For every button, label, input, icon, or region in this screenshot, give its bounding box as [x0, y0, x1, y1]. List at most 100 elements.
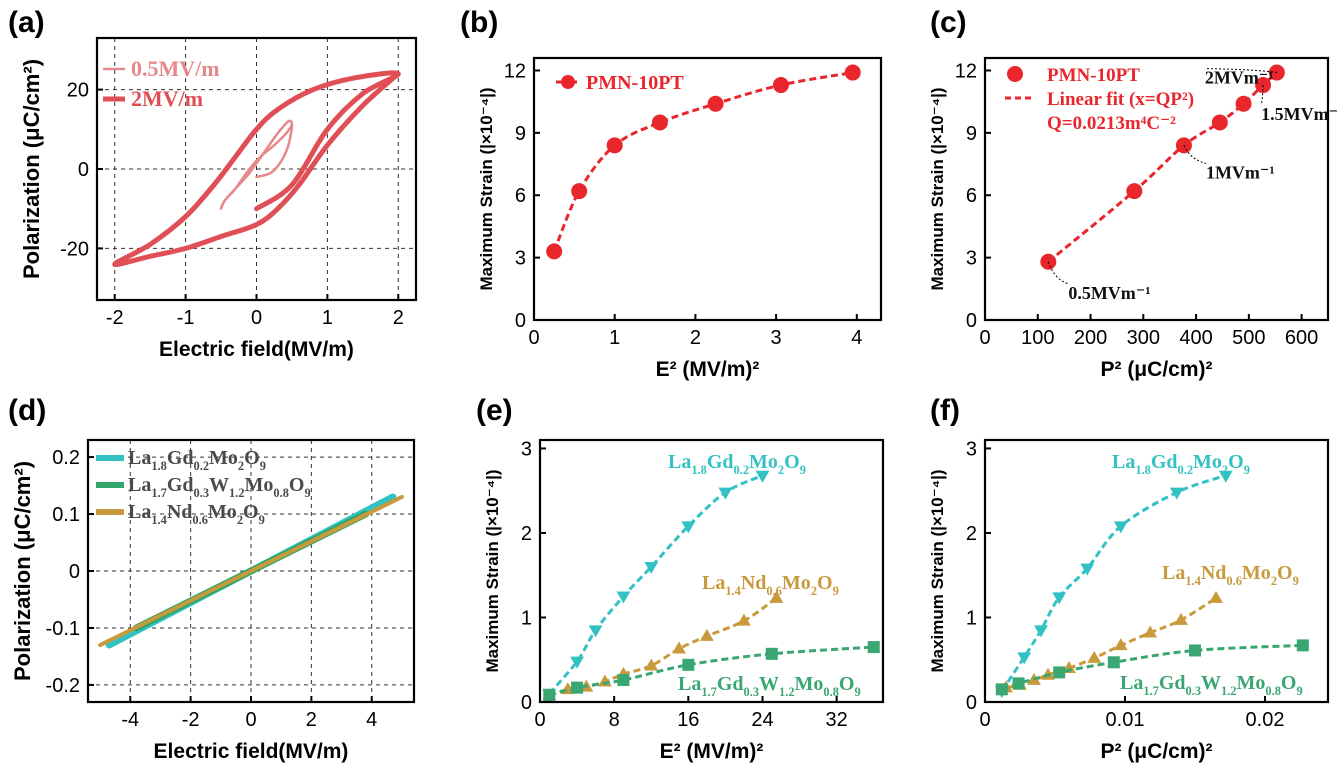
series-annotation-part: 0.3: [1186, 684, 1202, 698]
series-annotation-part: Mo: [1237, 672, 1266, 694]
data-point: [651, 114, 668, 131]
series-annotation-part: Mo: [1193, 451, 1222, 473]
y-tick-label: 0: [78, 159, 89, 181]
legend-label-part: Mo: [208, 501, 237, 523]
chart-panel-e: (e) 0 8 16 24 32 0 1 2 3 E² (MV/m)² Maximum Strain …: [476, 394, 885, 763]
legend-label-part: O: [244, 447, 260, 469]
x-tick-label: 0: [979, 709, 990, 731]
data-point: [1211, 114, 1228, 131]
series-annotation: La1.8Gd0.2Mo2O9: [1112, 451, 1250, 477]
panel-label: (d): [8, 394, 46, 427]
series-annotation-part: 1.7: [701, 685, 717, 699]
legend-marker: [561, 75, 575, 89]
data-point: [606, 137, 623, 154]
series-annotation-part: 2: [778, 463, 784, 477]
series-group: [98, 493, 404, 649]
point-annotation: 2MVm⁻¹: [1205, 68, 1274, 88]
y-tick-label: 6: [515, 185, 526, 207]
x-tick-label: 3: [771, 327, 782, 349]
data-point: [1296, 639, 1309, 652]
y-tick-label: 1: [521, 607, 532, 629]
series-annotation-part: 2: [811, 584, 817, 598]
series-annotation-part: 9: [833, 584, 839, 598]
x-tick-label: 0.01: [1106, 709, 1145, 731]
series-annotation-part: La: [678, 673, 701, 695]
x-tick-label: 16: [677, 709, 699, 731]
point-annotation: 1.5MVm⁻¹: [1261, 104, 1338, 124]
data-point: [644, 561, 659, 574]
legend-label-part: 9: [304, 486, 310, 500]
data-point: [571, 681, 584, 694]
legend-label: PMN-10PT: [1047, 65, 1140, 86]
x-tick-label: 2: [306, 709, 317, 731]
series-line-2: [98, 494, 404, 648]
data-point: [570, 656, 584, 669]
panel-label: (b): [460, 6, 498, 39]
legend-label-part: La: [128, 474, 151, 496]
y-tick-label: 9: [515, 123, 526, 145]
plot-frame: [538, 438, 885, 704]
data-point: [755, 470, 770, 483]
y-tick-label: 6: [966, 185, 977, 207]
legend-label-part: 1.8: [151, 459, 167, 473]
series-annotation-part: 9: [800, 463, 806, 477]
data-point: [1209, 590, 1223, 603]
series-line-1: [112, 70, 401, 268]
legend-label-part: 9: [260, 459, 266, 473]
data-point: [543, 689, 556, 702]
series-annotation-part: 1.7: [1143, 684, 1159, 698]
x-tick-label: 400: [1179, 327, 1212, 349]
x-tick-label: 24: [751, 709, 773, 731]
panel-label: (a): [8, 6, 45, 39]
data-point: [844, 64, 861, 81]
legend-label-part: 0.6: [192, 513, 208, 527]
legend-label-part: 9: [259, 513, 265, 527]
legend-label-part: Mo: [245, 474, 274, 496]
legend-label-part: 2: [237, 513, 243, 527]
data-point: [588, 625, 603, 638]
data-point: [1034, 625, 1048, 638]
y-tick-label: 0: [966, 692, 977, 714]
x-tick-label: -2: [182, 709, 200, 731]
series-annotation-part: 1.2: [779, 685, 795, 699]
series-annotation-part: 9: [1296, 684, 1302, 698]
panel-label: (c): [930, 6, 967, 39]
x-tick-label: -2: [106, 307, 124, 329]
x-tick-label: 100: [1021, 327, 1054, 349]
data-point: [769, 590, 784, 603]
data-point: [1017, 652, 1032, 665]
series-annotation-part: 0.2: [1178, 463, 1194, 477]
series-annotation-part: O: [784, 451, 800, 473]
data-point: [1087, 650, 1102, 663]
data-point: [616, 591, 631, 604]
legend-label-part: 0.3: [194, 486, 210, 500]
legend-label: Q=0.0213m⁴C⁻²: [1047, 113, 1176, 134]
data-point: [1012, 677, 1025, 690]
data-point: [1143, 625, 1158, 638]
y-tick-label: 3: [515, 248, 526, 270]
y-tick-label: 2: [521, 523, 532, 545]
y-tick-label: 3: [966, 248, 977, 270]
legend-label: 2MV/m: [131, 86, 203, 111]
y-tick-label: 0: [515, 310, 526, 332]
data-point: [1113, 521, 1128, 534]
y-axis-label: Polarization (μC/cm²): [10, 461, 35, 681]
x-tick-label: -4: [121, 709, 139, 731]
x-tick-label: 0: [534, 709, 545, 731]
x-axis-label: Electric field(MV/m): [159, 338, 354, 361]
data-point: [1053, 666, 1066, 679]
data-point: [571, 183, 588, 200]
legend-label-part: 2: [238, 459, 244, 473]
series-annotation-part: 2: [1271, 574, 1277, 588]
series-annotation-part: 1.8: [691, 463, 707, 477]
x-axis-label: P² (μC/cm)²: [1100, 740, 1212, 763]
legend-label-part: Gd: [167, 474, 194, 496]
data-point: [1235, 95, 1252, 112]
series-annotation-part: Gd: [1151, 451, 1178, 473]
x-tick-label: 1: [609, 327, 620, 349]
data-point: [644, 658, 659, 671]
plot-frame: [532, 56, 883, 322]
y-tick-label: -20: [60, 238, 89, 260]
